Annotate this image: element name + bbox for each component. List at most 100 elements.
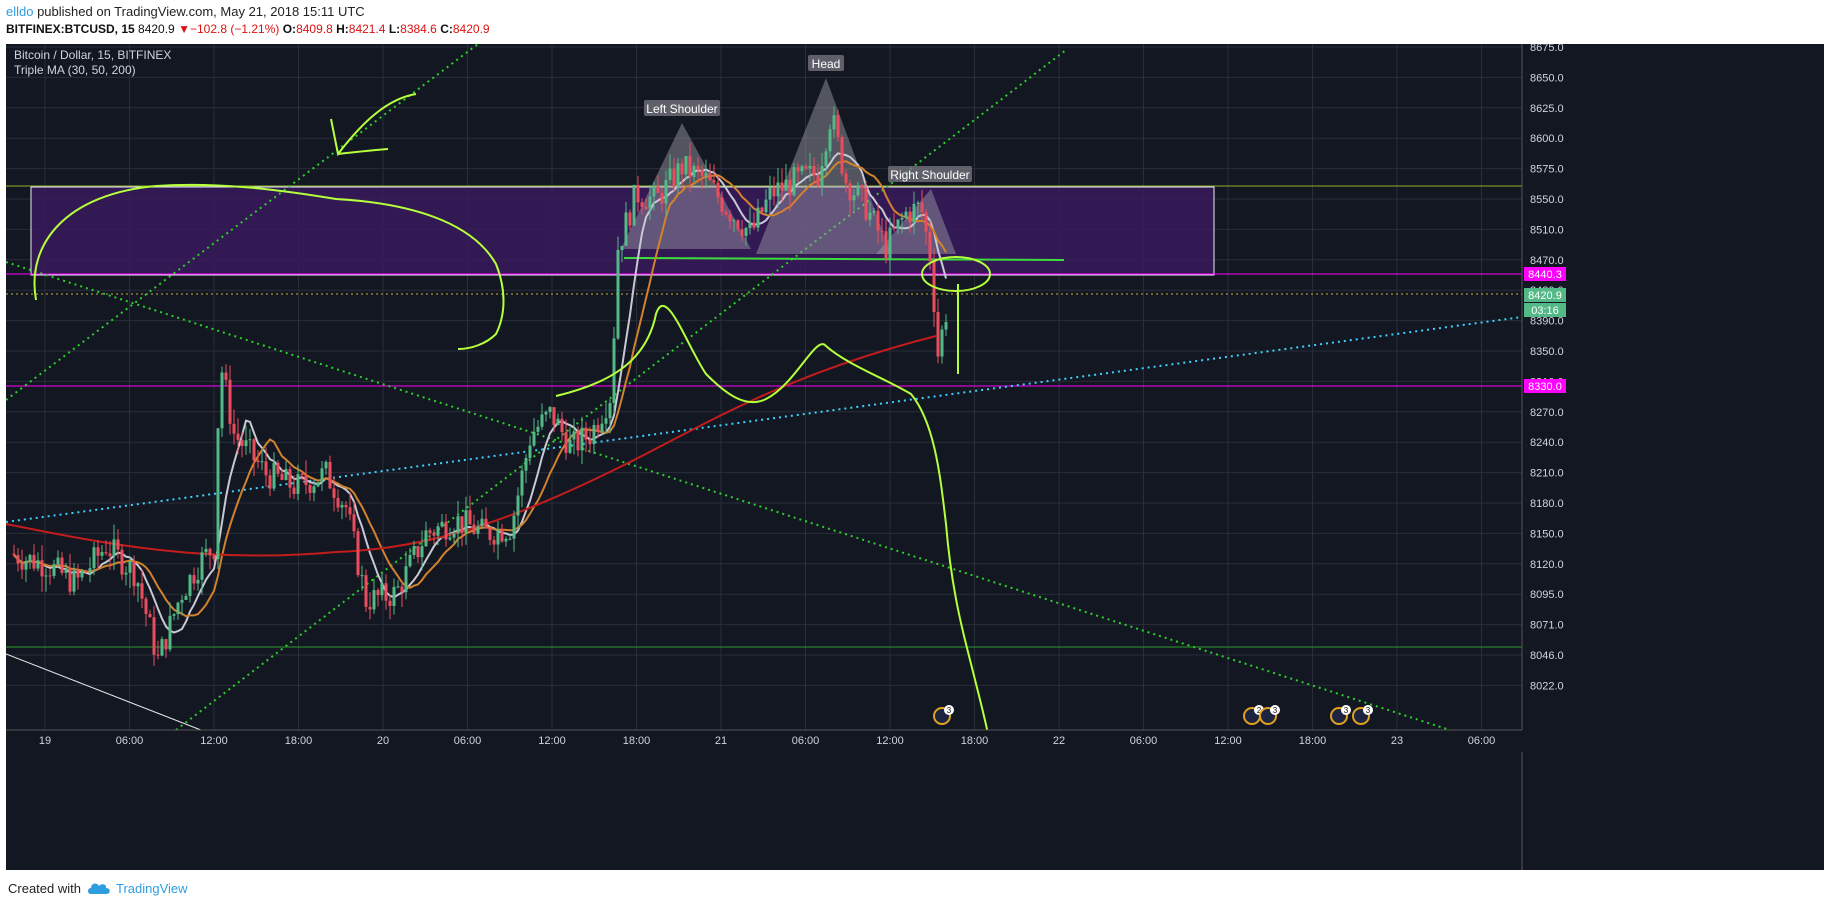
candle-body: [64, 568, 68, 573]
candle-body: [320, 468, 324, 483]
candle-body: [164, 639, 168, 650]
candle-body: [204, 548, 208, 553]
time-tick-label: 18:00: [961, 735, 989, 747]
candle-body: [244, 440, 248, 447]
neckline: [623, 257, 1065, 261]
tradingview-link[interactable]: TradingView: [116, 881, 188, 896]
candle-body: [88, 568, 92, 573]
candle-body: [928, 231, 932, 262]
candle-body: [600, 423, 604, 432]
candle-body: [400, 586, 404, 593]
candle-body: [944, 322, 948, 330]
candle-body: [552, 407, 556, 426]
pattern-label: Left Shoulder: [646, 102, 717, 116]
close-label: C:: [440, 22, 453, 36]
time-tick-label: 19: [39, 735, 51, 747]
candle-body: [936, 312, 940, 357]
candle-body: [208, 548, 212, 556]
candle-body: [360, 575, 364, 577]
candle-body: [28, 554, 32, 562]
candle-body: [452, 533, 456, 538]
candle-body: [172, 614, 176, 616]
candle-body: [812, 165, 816, 176]
candle-body: [364, 575, 368, 607]
candle-body: [152, 617, 156, 655]
candle-body: [696, 166, 700, 170]
candle-body: [512, 515, 516, 539]
candle-body: [732, 220, 736, 222]
candle-body: [272, 462, 276, 489]
ascending-trendline-lower: [175, 49, 1067, 731]
candle-body: [356, 531, 360, 576]
ascending-trendline-upper: [6, 44, 480, 401]
candle-body: [908, 211, 912, 223]
candle-body: [624, 212, 628, 246]
candle-body: [332, 488, 336, 498]
candle-body: [760, 207, 764, 213]
candle-body: [196, 579, 200, 584]
candle-body: [20, 563, 24, 570]
horizontal-lines: [6, 185, 1522, 648]
candle-body: [560, 418, 564, 433]
publication-info: published on TradingView.com, May 21, 20…: [33, 4, 365, 19]
candle-body: [748, 222, 752, 229]
candle-body: [212, 555, 216, 560]
candle-body: [852, 195, 856, 201]
candle-body: [740, 229, 744, 236]
time-tick-label: 06:00: [454, 735, 482, 747]
candle-body: [792, 167, 796, 196]
time-tick-label: 12:00: [1214, 735, 1242, 747]
candle-body: [444, 521, 448, 540]
candle-body: [500, 529, 504, 542]
candle-body: [860, 185, 864, 188]
event-count: 3: [1344, 706, 1349, 715]
candle-body: [392, 586, 396, 607]
candle-body: [136, 583, 140, 587]
event-count: 3: [1273, 706, 1278, 715]
time-axis[interactable]: 19 06:00 12:00 18:00 20 06:00 12:00 18:00 21 06:0…: [6, 729, 1824, 752]
candle-body: [236, 433, 240, 440]
time-tick-label: 06:00: [792, 735, 820, 747]
candle-body: [756, 207, 760, 228]
candle-body: [44, 575, 48, 577]
candle-body: [904, 211, 908, 218]
author-link[interactable]: elldo: [6, 4, 34, 19]
candle-body: [12, 553, 16, 556]
high-label: H:: [336, 22, 349, 36]
candle-body: [328, 461, 332, 489]
candle-body: [224, 372, 228, 380]
candle-body: [768, 187, 772, 200]
candle-body: [776, 182, 780, 197]
price-tick-label: 8071.0: [1530, 620, 1564, 632]
candle-body: [396, 586, 400, 588]
candle-body: [764, 199, 768, 213]
candle-body: [652, 186, 656, 197]
price-tick-label: 8270.0: [1530, 407, 1564, 419]
candle-body: [144, 598, 148, 614]
candle-body: [420, 546, 424, 558]
candle-body: [312, 486, 316, 493]
candle-body: [32, 554, 36, 569]
candle-body: [376, 590, 380, 596]
candle-body: [276, 462, 280, 474]
price-tick-label: 8240.0: [1530, 437, 1564, 449]
candle-body: [476, 526, 480, 534]
time-tick-label: 18:00: [1299, 735, 1327, 747]
candle-body: [216, 428, 220, 560]
candle-body: [424, 530, 428, 547]
price-marker-bg: [1524, 267, 1566, 281]
footer: Created with TradingView: [0, 870, 1824, 906]
candle-body: [436, 526, 440, 536]
candle-body: [408, 554, 412, 567]
candle-body: [380, 583, 384, 596]
candle-body: [580, 427, 584, 451]
price-tick-label: 8150.0: [1530, 528, 1564, 540]
candle-body: [736, 220, 740, 230]
candle-body: [688, 156, 692, 177]
price-tick-label: 8350.0: [1530, 346, 1564, 358]
time-tick-label: 06:00: [1130, 735, 1158, 747]
candle-body: [924, 212, 928, 232]
pattern-label-bg: [808, 55, 844, 71]
